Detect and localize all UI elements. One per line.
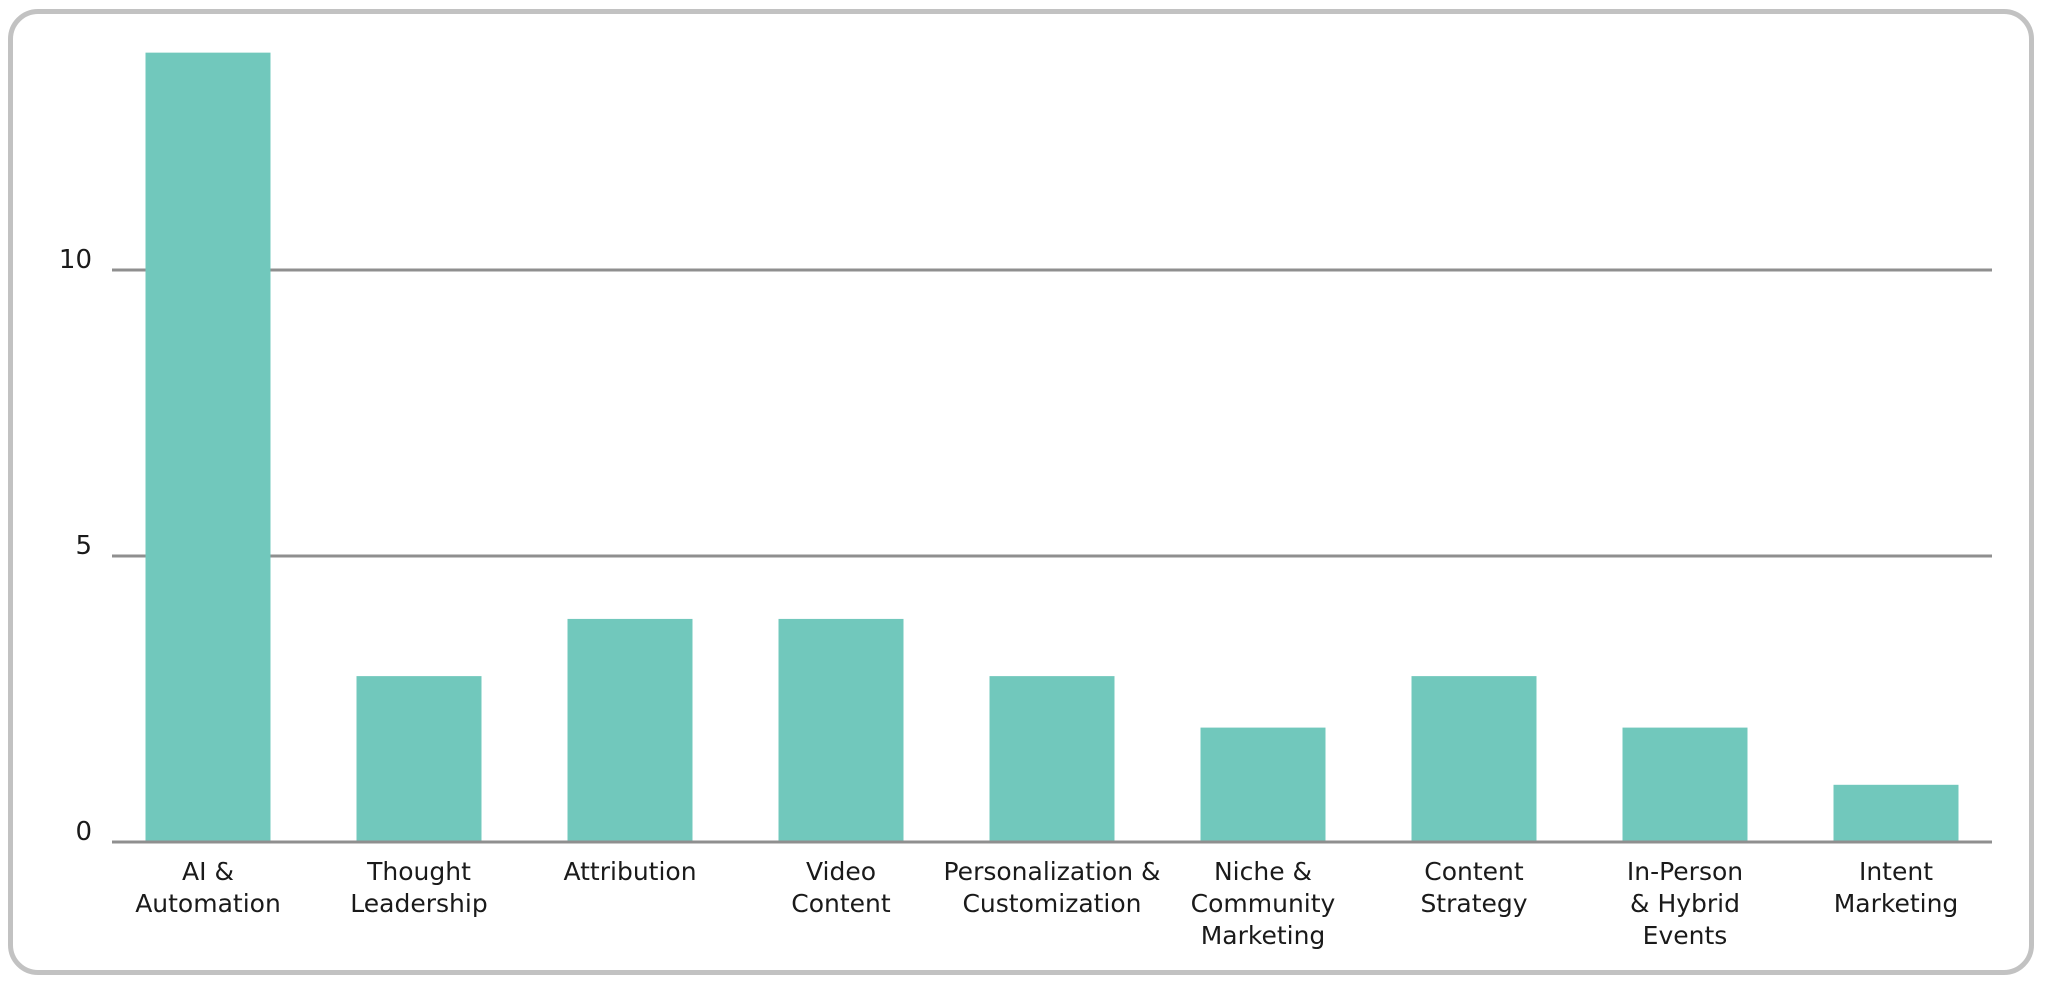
category-label: Video Content (791, 857, 891, 918)
category-label-line: Content (791, 889, 891, 918)
bar-3 (778, 618, 904, 842)
category-label-line: Strategy (1420, 889, 1527, 918)
category-label: Intent Marketing (1834, 857, 1959, 918)
category-label-line: Video (806, 857, 876, 886)
bar-5 (1200, 727, 1326, 842)
category-label-line: Intent (1859, 857, 1933, 886)
category-label-line: Content (1424, 857, 1524, 886)
category-label: In-Person & Hybrid Events (1627, 857, 1743, 950)
category-label-line: Thought (366, 857, 471, 886)
category-label-line: Automation (135, 889, 281, 918)
category-label: Niche & Community Marketing (1191, 857, 1336, 950)
category-label: AI & Automation (135, 857, 281, 918)
bar-0 (145, 52, 271, 842)
bar-2 (567, 618, 693, 842)
bar-7 (1622, 727, 1748, 842)
category-labels: AI & Automation Thought Leadership Attributi… (135, 857, 1958, 950)
category-label-line: Personalization & (944, 857, 1161, 886)
bar-1 (356, 676, 482, 842)
bar-8 (1833, 784, 1959, 842)
y-tick-label: 0 (75, 817, 92, 847)
category-label: Personalization & Customization (944, 857, 1161, 918)
category-label-line: Marketing (1201, 921, 1326, 950)
category-label-line: & Hybrid (1630, 889, 1740, 918)
category-label-line: Community (1191, 889, 1336, 918)
category-label: Attribution (563, 857, 696, 886)
y-tick-labels: 0 5 10 (59, 245, 92, 847)
y-tick-label: 5 (75, 531, 92, 561)
y-tick-label: 10 (59, 245, 92, 275)
category-label-line: Customization (962, 889, 1141, 918)
bar-4 (989, 676, 1115, 842)
category-label-line: Events (1643, 921, 1728, 950)
category-label-line: AI & (182, 857, 234, 886)
gridlines (112, 268, 1992, 558)
category-label-line: In-Person (1627, 857, 1743, 886)
category-label-line: Leadership (350, 889, 487, 918)
bars (145, 52, 1959, 842)
bar-6 (1411, 676, 1537, 842)
category-label-line: Marketing (1834, 889, 1959, 918)
category-label-line: Attribution (563, 857, 696, 886)
category-label-line: Niche & (1214, 857, 1312, 886)
category-label: Content Strategy (1420, 857, 1527, 918)
category-label: Thought Leadership (350, 857, 487, 918)
